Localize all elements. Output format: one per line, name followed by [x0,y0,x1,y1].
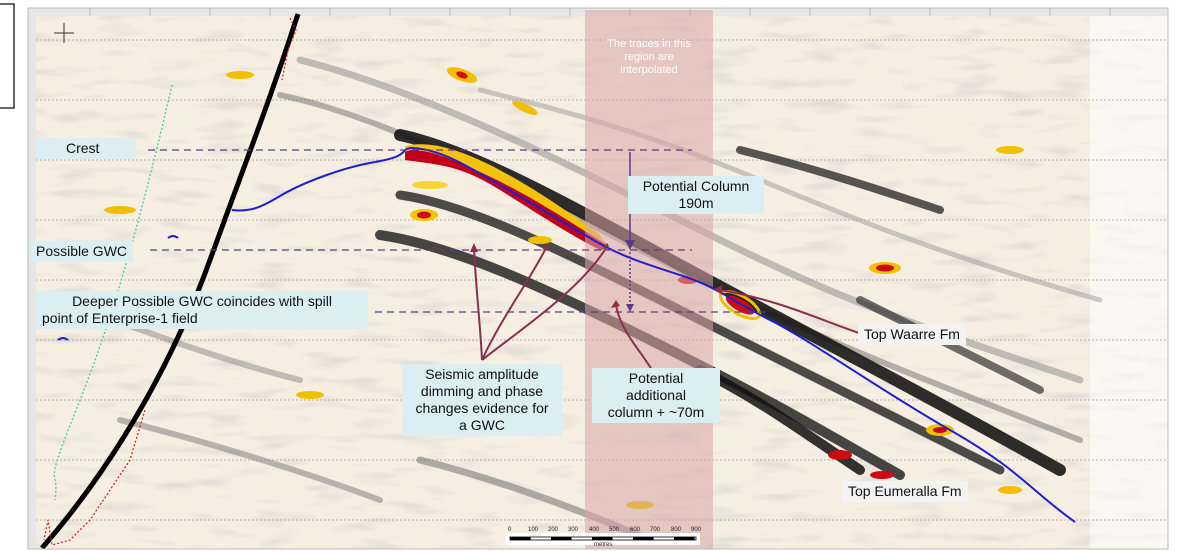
seismic-amplitude-label-line3: changes evidence for [415,400,549,416]
top-waarre-label: Top Waarre Fm [858,324,966,345]
potential-column-arrowhead [625,240,635,250]
scale-tick-label: 300 [568,527,579,533]
additional-column-label: Potential additional column + ~70m [592,368,720,423]
scale-tick-label: 500 [609,527,620,533]
possible-gwc-label: Possible GWC [30,241,134,262]
amplitude-spot [996,146,1024,154]
seismic-amplitude-label: Seismic amplitude dimming and phase chan… [402,364,562,436]
additional-column-label-line1: Potential [628,370,684,386]
potential-column-label-line2: 190m [678,195,714,211]
reflector-stripe [856,296,1044,394]
fault-line [40,13,301,550]
amplitude-spot [933,427,947,433]
deeper-gwc-label-line1: Deeper Possible GWC coincides with spill [72,293,332,309]
amplitude-spot [998,486,1022,494]
potential-column-label-line1: Potential Column [642,178,750,194]
scale-bar [506,533,700,545]
seismic-callout-arrow [473,247,483,361]
reflector-stripe [736,146,944,214]
callout-arrows [473,247,863,371]
scale-bar-unit: metres [594,542,613,548]
additional-column-arrowhead [626,304,634,312]
interpolated-note-line2: region are [624,51,674,63]
scale-tick-label: 100 [528,527,539,533]
blue-pick-mark [57,337,69,341]
scale-tick-label: 800 [671,527,682,533]
reflector-stripe [117,417,383,503]
additional-callout-arrow [615,304,653,371]
amplitude-spot [104,206,136,214]
top-eumeralla-label-text: Top Eumeralla Fm [848,483,962,499]
right-fade [1090,8,1168,549]
fault-dotted-red [43,409,146,546]
interpolated-note-line3: interpolated [620,64,678,76]
seismic-amplitude-label-line1: Seismic amplitude [425,366,539,382]
amplitude-spot [226,71,254,79]
scale-tick-label: 200 [548,527,559,533]
amplitude-spot [412,181,448,189]
possible-gwc-label-text: Possible GWC [36,243,128,259]
amplitude-spot [296,391,324,399]
potential-column-label: Potential Column 190m [628,176,764,214]
seismic-amplitude-label-line2: dimming and phase [420,383,544,399]
crosshair-icon [54,23,74,43]
amplitude-spot [456,71,468,79]
amplitude-crest-red [405,148,610,250]
section-frame [27,7,1169,550]
crest-label: Crest [36,138,136,159]
horizon-top-waarre [231,146,1076,523]
contact-dashed-lines [148,149,770,313]
left-axis-bar [28,8,36,549]
scale-tick-label: 700 [650,527,661,533]
amplitude-spot [417,211,431,219]
waarre-callout-arrow [719,289,863,335]
seismic-callout-arrow [481,247,547,361]
scale-bar-ticks: 0 100 200 300 400 500 600 700 800 900 [506,527,702,535]
amplitude-spot [512,101,538,115]
seismic-amplitude-label-line4: a GWC [459,417,505,433]
scale-tick-label: 900 [691,527,702,533]
deeper-gwc-label: Deeper Possible GWC coincides with spill… [36,291,368,329]
amplitude-spot [876,264,894,272]
crest-label-text: Crest [66,140,100,156]
amplitude-spot [528,236,552,244]
amplitude-spot [828,450,852,460]
scale-tick-label: 0 [508,527,512,533]
deeper-gwc-label-line2: point of Enterprise-1 field [42,310,198,326]
blue-pick-mark [167,235,179,239]
fault-dotted-red [281,17,297,81]
page-edge-box [0,3,15,109]
additional-column-label-line3: column + ~70m [607,404,705,420]
top-axis-ticks [89,8,1111,16]
callout-arrowheads [470,243,722,308]
well-path-dotted-green [53,84,173,501]
top-waarre-label-text: Top Waarre Fm [864,326,960,342]
interpolated-note-line1: The traces in this [607,38,691,50]
amplitude-spot [870,471,894,479]
scale-tick-label: 600 [630,527,641,533]
top-eumeralla-label: Top Eumeralla Fm [842,481,968,502]
scale-tick-label: 400 [589,527,600,533]
seismic-callout-arrow [481,247,607,361]
interpolated-note: The traces in this region are interpolat… [588,38,710,77]
additional-column-label-line2: additional [626,387,686,403]
